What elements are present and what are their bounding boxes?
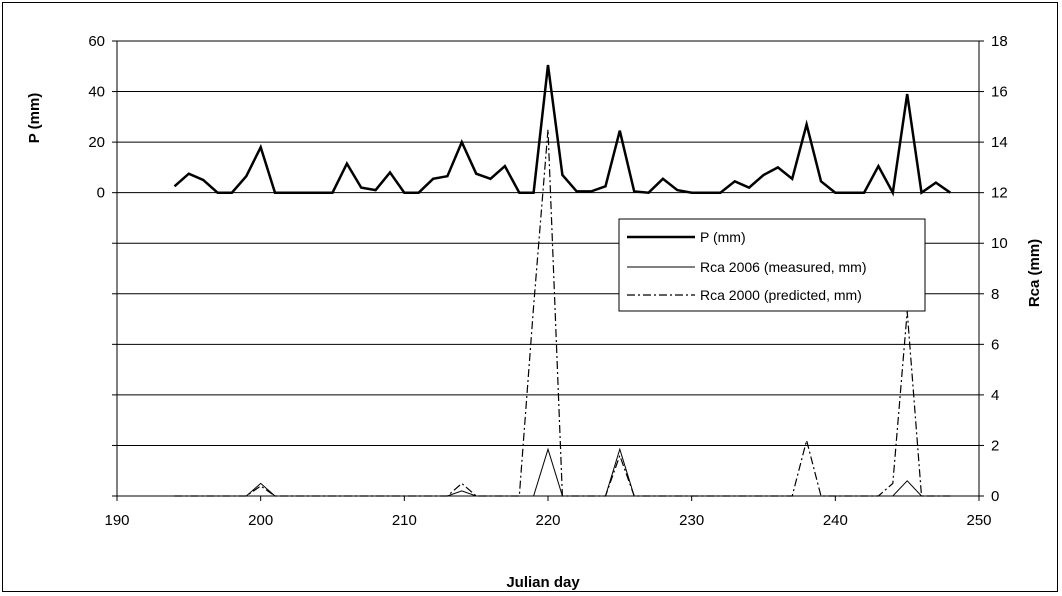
x-tick-label-3: 220 (535, 512, 560, 529)
legend: P (mm) Rca 2006 (measured, mm) Rca 2000 … (618, 218, 926, 312)
x-axis-title: Julian day (506, 574, 580, 591)
x-tick-label-0: 190 (104, 512, 129, 529)
legend-label-rca-predicted: Rca 2000 (predicted, mm) (700, 287, 862, 303)
right-y-tick-label-2: 4 (991, 387, 999, 404)
x-tick-label-4: 230 (679, 512, 704, 529)
left-y-tick-label-0: 0 (97, 185, 105, 202)
series-line-p-mm (173, 64, 952, 197)
right-y-tick-label-9: 18 (991, 33, 1008, 50)
series-line-rca-2006-measured-mm (174, 447, 951, 497)
series-line-rca-2000-predicted-mm (174, 129, 951, 497)
left-y-axis-title: P (mm) (26, 93, 43, 144)
x-axis-ticks: 190 200 210 220 230 240 250 (104, 496, 992, 529)
right-y-tick-label-0: 0 (991, 488, 999, 505)
legend-box (618, 218, 926, 312)
legend-label-rca-measured: Rca 2006 (measured, mm) (700, 259, 867, 275)
right-y-tick-label-6: 12 (991, 185, 1008, 202)
right-y-tick-label-5: 10 (991, 235, 1008, 252)
x-tick-label-6: 250 (966, 512, 991, 529)
left-y-tick-label-2: 40 (88, 84, 105, 101)
right-y-tick-label-3: 6 (991, 336, 999, 353)
left-y-axis-ticks: 0 20 40 60 (88, 33, 117, 497)
legend-label-p: P (mm) (700, 229, 746, 245)
right-y-tick-label-8: 16 (991, 84, 1008, 101)
right-y-tick-label-7: 14 (991, 134, 1008, 151)
x-tick-label-2: 210 (392, 512, 417, 529)
left-y-tick-label-1: 20 (88, 134, 105, 151)
left-y-tick-label-3: 60 (88, 33, 105, 50)
x-tick-label-5: 240 (823, 512, 848, 529)
right-y-axis-ticks: 0 2 4 6 8 10 12 14 16 18 (979, 33, 1008, 505)
chart: 190 200 210 220 230 240 250 0 20 40 60 0 2 4 6 8 10 12 1… (26, 33, 1043, 591)
right-y-tick-label-4: 8 (991, 286, 999, 303)
right-y-tick-label-1: 2 (991, 437, 999, 454)
x-tick-label-1: 200 (248, 512, 273, 529)
series-layer (173, 64, 952, 497)
right-y-axis-title: Rca (mm) (1026, 239, 1043, 307)
